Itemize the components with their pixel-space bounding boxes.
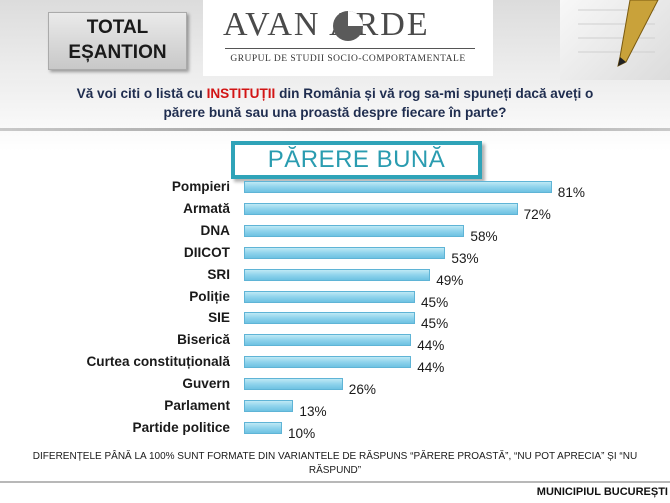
total-sample-box: TOTAL EȘANTION: [48, 12, 187, 70]
logo-g-icon: [333, 11, 363, 41]
bar: [244, 421, 282, 434]
bar: [244, 378, 343, 391]
category-label: Poliție: [189, 288, 230, 304]
bar: [244, 356, 412, 369]
logo-tagline: GRUPUL DE STUDII SOCIO-COMPORTAMENTALE: [230, 54, 466, 64]
question-highlight: INSTITUȚII: [206, 86, 276, 101]
value-label: 58%: [470, 228, 498, 244]
footer-divider: [0, 481, 670, 483]
category-label: Partide politice: [132, 419, 230, 435]
value-label: 45%: [421, 316, 449, 332]
value-label: 49%: [436, 272, 464, 288]
bar: [244, 268, 431, 281]
footnote: DIFERENȚELE PÂNĂ LA 100% SUNT FORMATE DI…: [32, 451, 638, 476]
pen-icon: [578, 0, 659, 67]
section-divider: [0, 128, 670, 131]
value-label: 13%: [299, 404, 327, 419]
question-part1: Vă voi citi o listă cu: [76, 86, 207, 101]
value-label: 10%: [288, 425, 316, 441]
bar: [244, 290, 415, 303]
location-label: MUNICIPIUL BUCUREȘTI: [536, 486, 668, 498]
value-label: 44%: [417, 360, 445, 376]
category-label: Guvern: [182, 376, 230, 392]
bar: [244, 334, 412, 347]
sample-label: EȘANTION: [68, 42, 167, 63]
logo: AVAN ARDE GRUPUL DE STUDII SOCIO-COMPORT…: [203, 0, 493, 76]
logo-divider: [225, 48, 475, 49]
total-label: TOTAL: [86, 17, 149, 38]
value-label: 81%: [557, 185, 586, 200]
category-label: Biserică: [177, 332, 230, 348]
bar: [244, 400, 294, 412]
bar: [244, 246, 446, 259]
bar: [244, 224, 465, 237]
survey-question: Vă voi citi o listă cu INSTITUȚII din Ro…: [70, 84, 600, 122]
category-label: DNA: [200, 222, 230, 238]
category-label: SIE: [208, 310, 230, 326]
category-label: Pompieri: [171, 179, 230, 194]
value-label: 53%: [451, 250, 479, 266]
logo-name: AVAN ARDE: [223, 6, 430, 43]
value-label: 26%: [348, 382, 377, 398]
category-label: SRI: [207, 266, 230, 282]
category-label: Curtea constituțională: [86, 354, 230, 370]
value-label: 45%: [421, 294, 449, 310]
question-part2: din România și vă rog sa-mi spuneți dacă…: [163, 86, 594, 120]
category-label: Armată: [183, 200, 230, 216]
category-label: DIICOT: [183, 244, 230, 260]
bar: [244, 202, 518, 215]
pen-image: [560, 0, 670, 80]
value-label: 72%: [523, 206, 551, 222]
chart-title: PĂRERE BUNĂ: [231, 141, 482, 179]
category-label: Parlament: [164, 398, 230, 413]
value-label: 44%: [417, 338, 445, 354]
bar: [244, 312, 415, 325]
bar: [244, 181, 552, 193]
